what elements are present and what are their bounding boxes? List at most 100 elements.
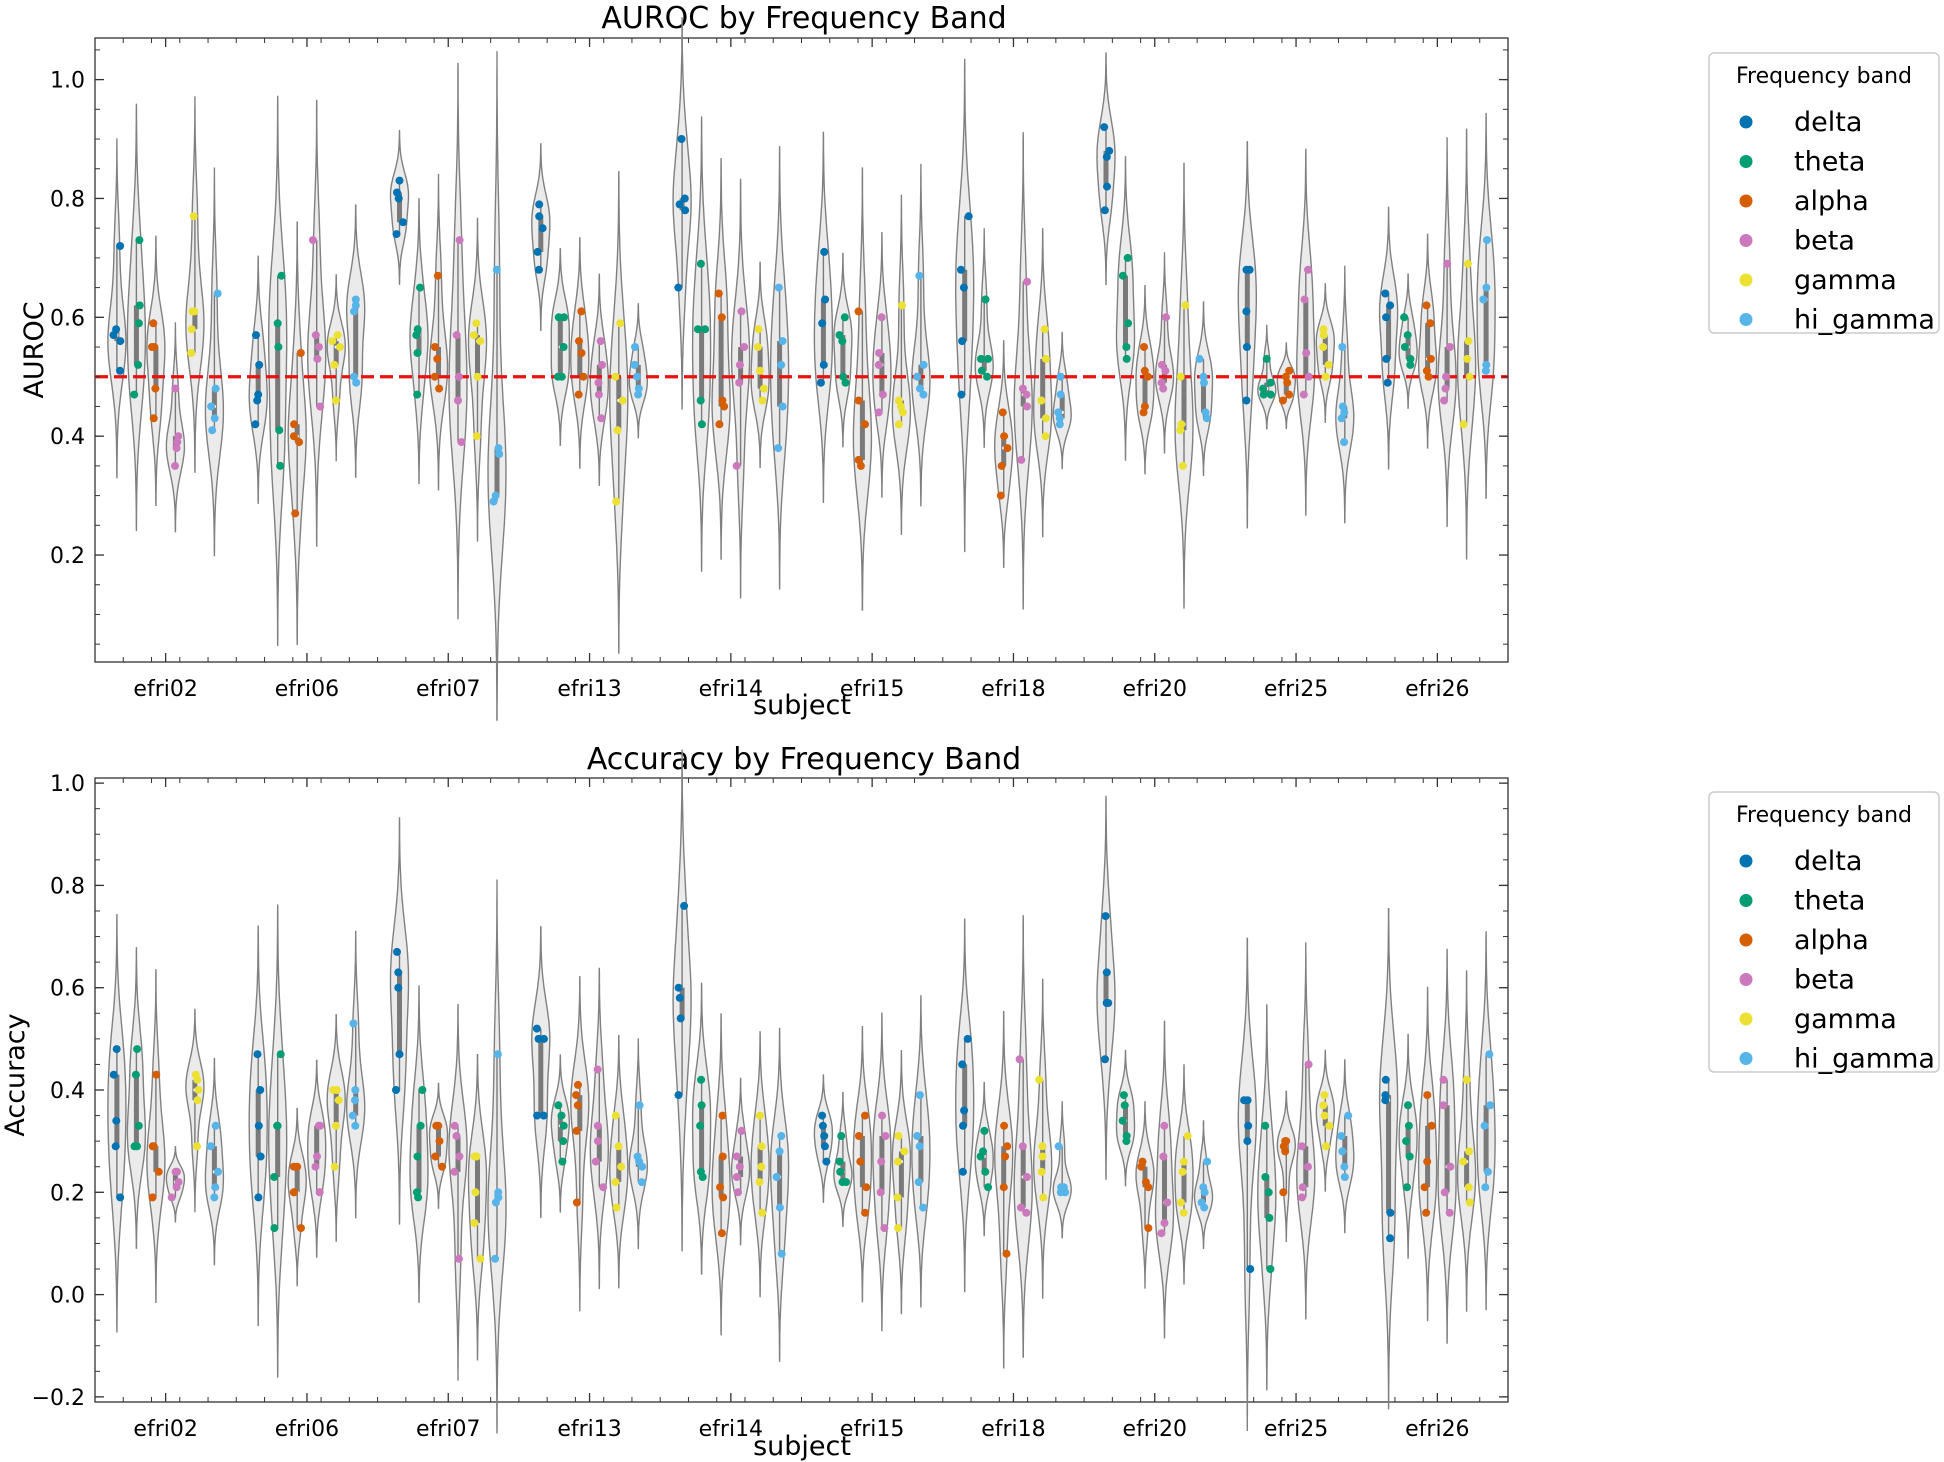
data-point <box>1102 152 1111 161</box>
points-layer <box>109 123 1491 518</box>
data-point <box>455 236 464 245</box>
data-point <box>893 1193 902 1202</box>
data-point <box>1404 1101 1412 1110</box>
data-point <box>716 1183 725 1192</box>
data-point <box>1319 1101 1328 1110</box>
x-tick-label: efri20 <box>1123 1417 1187 1442</box>
data-point <box>818 1111 827 1120</box>
data-point <box>191 1070 200 1079</box>
data-point <box>112 325 121 334</box>
data-point <box>539 1034 548 1043</box>
data-point <box>593 1137 602 1146</box>
data-point <box>737 1126 746 1135</box>
data-point <box>839 372 848 381</box>
data-point <box>1423 1091 1432 1100</box>
violin-box <box>577 341 583 377</box>
data-point <box>535 265 543 274</box>
data-point <box>452 1132 461 1140</box>
y-tick-label: 0.4 <box>50 425 85 450</box>
data-point <box>914 1178 923 1187</box>
data-point <box>533 1111 542 1120</box>
data-point <box>171 384 180 393</box>
x-tick-label: efri26 <box>1405 677 1469 702</box>
data-point <box>254 390 263 399</box>
violin-box <box>114 1074 120 1147</box>
data-point <box>1242 343 1251 351</box>
data-point <box>735 378 744 387</box>
data-point <box>348 1111 357 1120</box>
data-point <box>1298 1183 1307 1192</box>
data-point <box>611 1178 620 1187</box>
data-point <box>574 390 583 399</box>
data-point <box>835 331 844 340</box>
data-point <box>392 1086 400 1094</box>
data-point <box>1386 1208 1395 1217</box>
data-point <box>207 402 216 411</box>
data-point <box>351 1096 359 1105</box>
data-point <box>1386 301 1395 310</box>
violin-box <box>1162 1156 1167 1223</box>
data-point <box>774 444 783 453</box>
data-point <box>696 259 705 268</box>
data-point <box>1199 1183 1208 1192</box>
data-point <box>1445 343 1454 351</box>
data-point <box>633 1152 642 1161</box>
data-point <box>1442 372 1450 381</box>
data-point <box>614 1142 623 1151</box>
data-point <box>1281 372 1290 381</box>
data-point <box>1266 378 1275 387</box>
x-tick-label: efri25 <box>1264 677 1328 702</box>
data-point <box>557 1111 566 1120</box>
data-point <box>1102 999 1111 1007</box>
data-point <box>1262 354 1271 363</box>
data-point <box>841 378 850 387</box>
data-point <box>454 1254 463 1263</box>
data-point <box>1038 1142 1047 1151</box>
data-point <box>187 325 196 334</box>
data-point <box>116 1193 125 1202</box>
violin-box <box>859 400 865 460</box>
data-point <box>412 1188 421 1197</box>
data-point <box>470 1219 479 1227</box>
data-point <box>1406 360 1415 369</box>
y-tick-label: 0.0 <box>50 1284 85 1309</box>
data-point <box>818 319 827 328</box>
violin-box <box>1040 358 1046 419</box>
data-point <box>856 1157 865 1166</box>
data-point <box>1140 402 1149 411</box>
data-point <box>1000 432 1009 441</box>
data-point <box>984 354 992 363</box>
data-point <box>351 1086 360 1094</box>
data-point <box>492 265 501 274</box>
data-point <box>1382 313 1391 322</box>
data-point <box>1440 396 1449 405</box>
data-point <box>718 1152 727 1161</box>
data-point <box>1101 912 1110 921</box>
data-point <box>1103 182 1111 191</box>
data-point <box>1018 384 1027 393</box>
data-point <box>693 325 702 334</box>
legend-label: beta <box>1794 226 1855 257</box>
data-point <box>1445 1208 1454 1217</box>
data-point <box>821 295 830 304</box>
data-point <box>1179 1208 1188 1217</box>
violin-box <box>1201 376 1206 413</box>
violin-box <box>1001 1146 1007 1188</box>
data-point <box>996 491 1005 500</box>
data-point <box>594 378 603 387</box>
data-point <box>533 247 542 256</box>
data-point <box>273 319 282 328</box>
y-tick-label: 0.8 <box>50 874 85 899</box>
data-point <box>1023 402 1031 411</box>
data-point <box>894 1132 903 1140</box>
data-point <box>719 1193 728 1202</box>
data-point <box>1177 420 1186 429</box>
chart-title: AUROC by Frequency Band <box>601 1 1006 36</box>
y-axis: −0.2 0.0 0.2 0.4 0.6 0.8 1.0 <box>32 772 1508 1411</box>
data-point <box>1056 390 1065 399</box>
data-point <box>173 1167 181 1176</box>
data-point <box>171 461 179 470</box>
data-point <box>290 420 299 429</box>
data-point <box>1320 1111 1329 1120</box>
x-tick-label: efri26 <box>1405 1417 1469 1442</box>
